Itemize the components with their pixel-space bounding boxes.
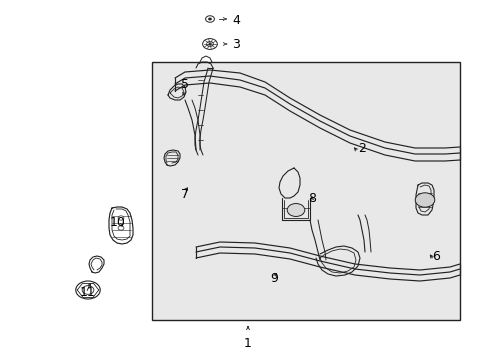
Circle shape	[205, 16, 214, 22]
Text: 8: 8	[307, 192, 315, 204]
Circle shape	[76, 281, 100, 299]
Circle shape	[208, 18, 211, 20]
Text: 9: 9	[269, 271, 277, 284]
Text: 1: 1	[244, 337, 251, 350]
Circle shape	[118, 226, 123, 230]
Text: 4: 4	[231, 13, 240, 27]
Text: 2: 2	[357, 141, 365, 154]
Text: 10: 10	[110, 216, 125, 229]
Circle shape	[286, 203, 304, 216]
Text: 3: 3	[231, 39, 240, 51]
Circle shape	[414, 193, 434, 207]
Bar	[152, 62, 459, 320]
Circle shape	[118, 216, 123, 220]
Circle shape	[82, 286, 94, 294]
Text: 6: 6	[431, 251, 439, 264]
Circle shape	[206, 41, 213, 46]
Text: 11: 11	[80, 285, 96, 298]
Circle shape	[202, 39, 217, 49]
Text: 7: 7	[181, 189, 189, 202]
Text: 5: 5	[181, 78, 189, 91]
